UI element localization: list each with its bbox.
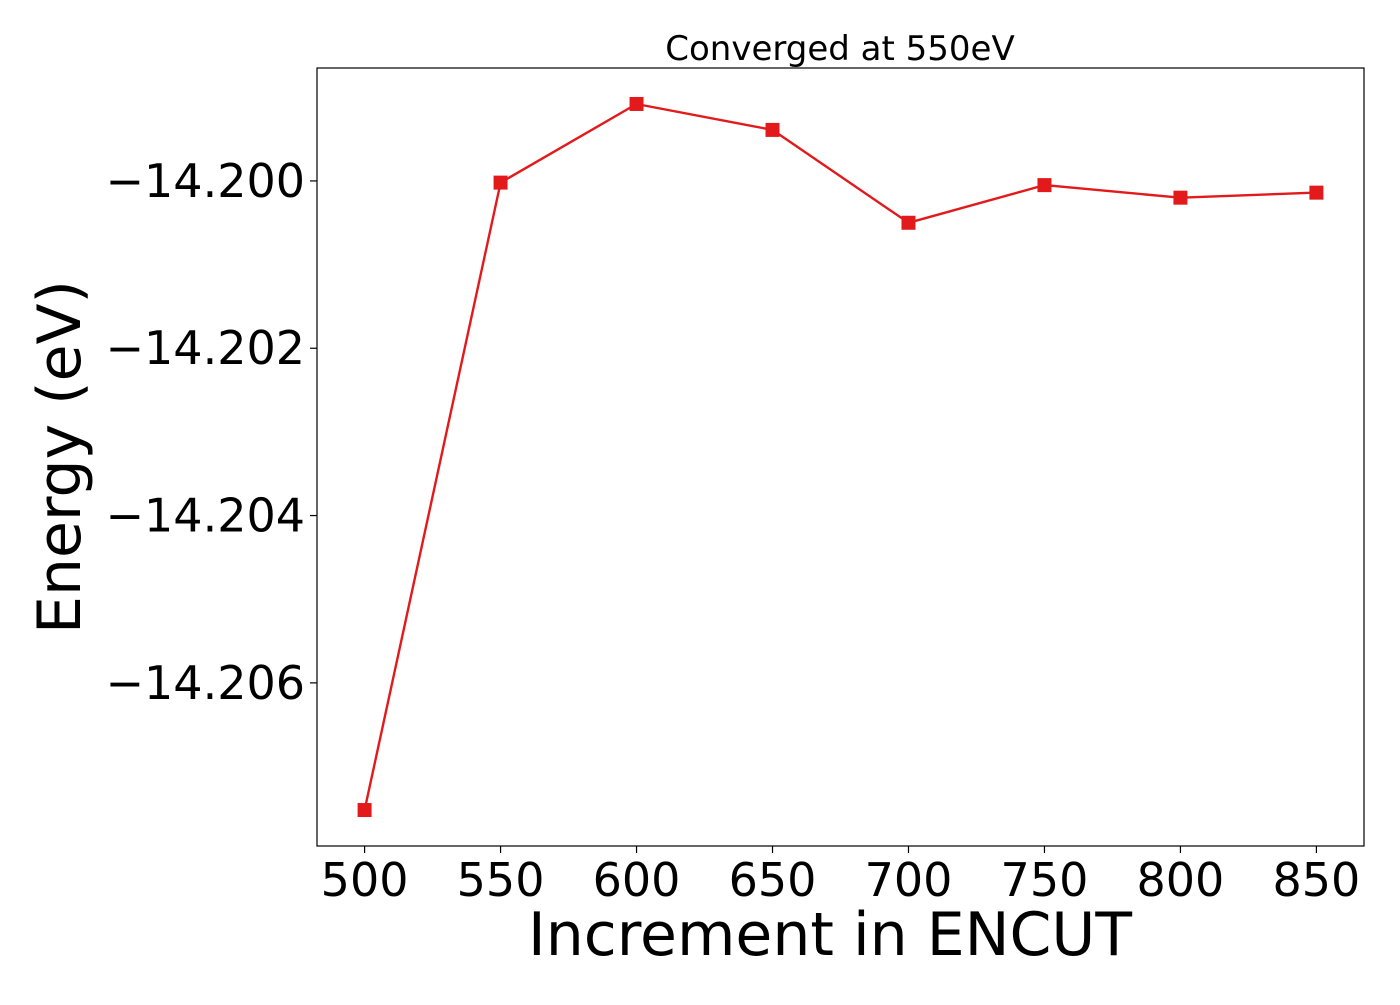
data-point-marker [765,122,780,137]
x-tick-label: 750 [1001,853,1089,907]
y-tick-label: −14.204 [106,489,306,543]
series-layer [357,96,1324,818]
x-tick-label: 850 [1273,853,1361,907]
chart-title: Converged at 550eV [665,29,1014,69]
x-tick-label: 650 [729,853,817,907]
x-axis-label: Increment in ENCUT [528,900,1132,970]
x-tick-label: 600 [593,853,681,907]
x-tick-label: 500 [321,853,409,907]
data-point-marker [1173,190,1188,205]
x-axis-ticks: 500 550 600 650 700 750 800 850 [321,846,1361,907]
y-tick-label: −14.206 [106,656,306,710]
data-point-marker [357,803,372,818]
y-tick-label: −14.202 [106,321,306,375]
y-axis-ticks: −14.200 −14.202 −14.204 −14.206 [106,154,317,710]
series-line [363,102,1317,811]
data-point-marker [1309,185,1324,200]
data-point-marker [493,175,508,190]
x-tick-label: 800 [1137,853,1225,907]
y-axis-label: Energy (eV) [25,280,95,634]
plot-area-frame [316,67,1365,847]
x-tick-label: 700 [865,853,953,907]
data-point-marker [901,215,916,230]
y-tick-label: −14.200 [106,154,306,208]
data-point-marker [1037,178,1052,193]
data-point-marker [629,96,644,111]
x-tick-label: 550 [457,853,545,907]
